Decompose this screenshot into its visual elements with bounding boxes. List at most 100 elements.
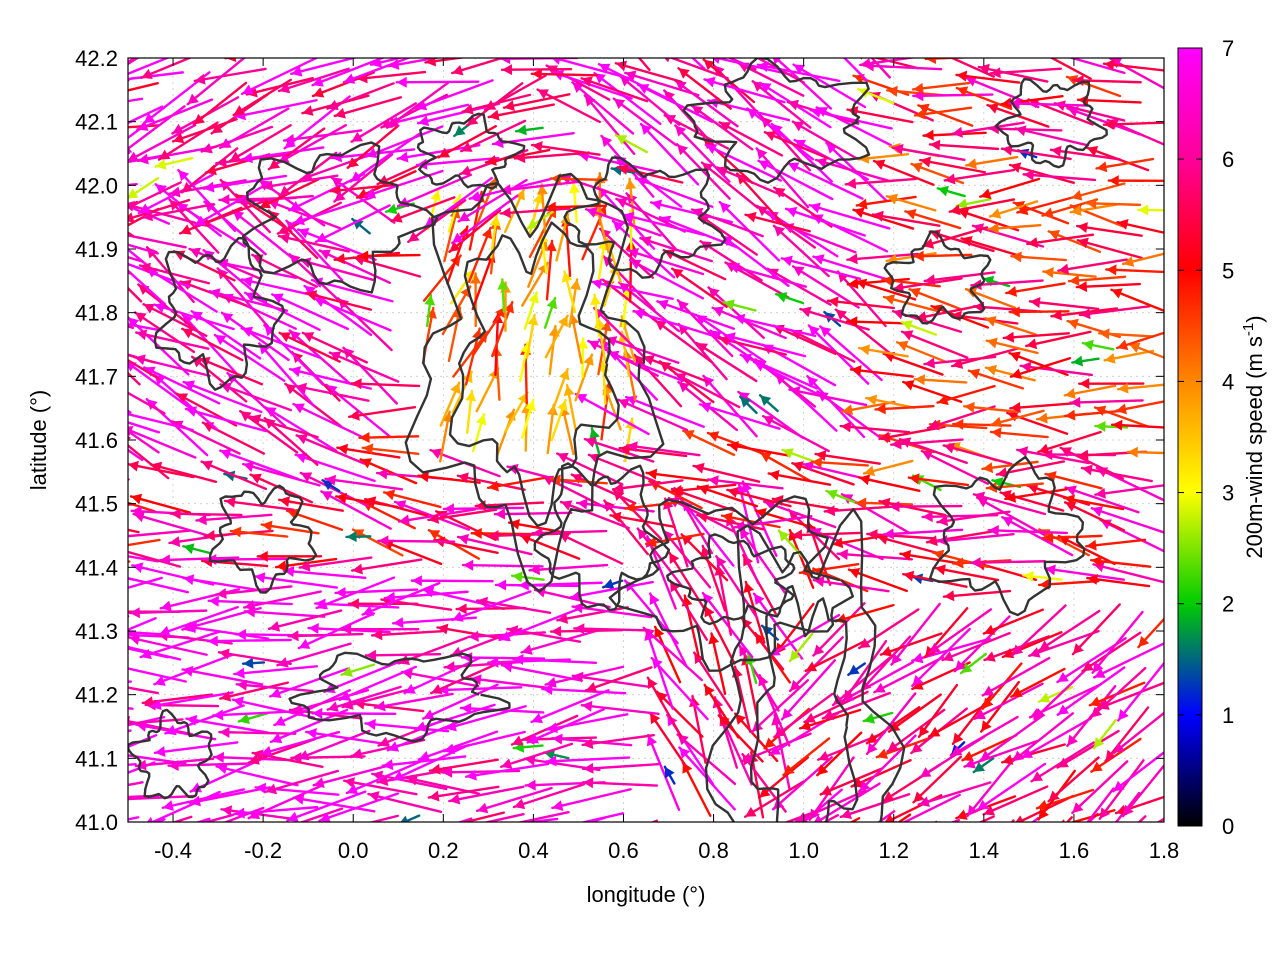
wind-vector (133, 311, 196, 354)
wind-vector (882, 528, 964, 540)
wind-vector (871, 210, 941, 227)
wind-vector (1104, 706, 1150, 763)
wind-vector (218, 107, 290, 150)
wind-vector (1103, 349, 1155, 364)
wind-vector (1037, 609, 1101, 652)
wind-vector (964, 155, 1019, 170)
x-tick-label: -0.2 (244, 838, 282, 863)
wind-vector (410, 575, 494, 587)
wind-vector (921, 226, 989, 249)
wind-vector (1081, 631, 1142, 673)
wind-vector (1092, 718, 1117, 750)
wind-vector (989, 67, 1063, 79)
wind-vector (858, 608, 920, 650)
colorbar-label-end: ) (1242, 315, 1267, 322)
wind-vector (153, 741, 239, 758)
x-tick-label: 0.6 (608, 838, 639, 863)
wind-vector (311, 707, 397, 719)
wind-vector (798, 31, 861, 54)
wind-vector (523, 291, 539, 330)
wind-vector (590, 293, 602, 337)
wind-vector (181, 327, 244, 362)
wind-vector (816, 731, 863, 777)
wind-vector (502, 93, 571, 112)
wind-vector (132, 511, 209, 537)
wind-vector (500, 64, 573, 76)
wind-vector (193, 67, 267, 85)
wind-vector (128, 71, 185, 81)
wind-vector (128, 323, 162, 332)
wind-vector (706, 475, 784, 490)
wind-vector (136, 98, 214, 131)
wind-vector (128, 429, 160, 454)
wind-vector (350, 738, 426, 760)
wind-vector (1086, 787, 1115, 822)
wind-vector (738, 395, 758, 415)
wind-vector (545, 239, 557, 301)
wind-vector (551, 24, 624, 54)
wind-vector (298, 556, 373, 572)
wind-vector (370, 629, 444, 641)
wind-vector (328, 351, 400, 383)
wind-vector (271, 293, 349, 331)
wind-vector (347, 405, 417, 421)
wind-vector (955, 198, 992, 210)
wind-vector (972, 757, 995, 774)
wind-vector (897, 813, 912, 822)
wind-vector (208, 288, 289, 312)
wind-vector (581, 24, 660, 53)
terrain-contour (704, 508, 906, 822)
wind-vector (1093, 642, 1164, 679)
wind-vector (536, 183, 548, 235)
terrain-contour (928, 455, 1086, 617)
wind-vector (873, 656, 945, 694)
wind-vector (722, 299, 757, 312)
wind-vector (644, 532, 705, 548)
x-axis-ticks: -0.4 -0.2 0.0 0.2 0.4 0.6 0.8 1.0 1.2 1.4 1.6 1.8 (154, 58, 1179, 863)
wind-vector (549, 625, 624, 637)
wind-vector (568, 181, 580, 224)
wind-vector (550, 398, 568, 442)
wind-vector (128, 262, 191, 288)
wind-vector (933, 564, 1000, 582)
wind-vector (1057, 534, 1116, 566)
wind-vector (617, 398, 689, 432)
wind-vector (521, 398, 536, 439)
wind-vector (499, 207, 571, 219)
wind-vector (1098, 328, 1155, 340)
wind-vector (689, 695, 707, 764)
wind-vector (439, 381, 461, 427)
wind-vector (1008, 98, 1090, 110)
wind-vector (582, 762, 660, 774)
wind-vector (357, 250, 421, 262)
wind-vector (1011, 712, 1074, 763)
wind-vector (486, 476, 548, 492)
wind-vector (1019, 361, 1094, 377)
wind-vector (339, 623, 420, 635)
wind-vector (1075, 222, 1143, 237)
wind-vector (786, 99, 860, 125)
wind-vector (128, 421, 161, 434)
wind-vector (364, 649, 442, 661)
wind-vector (819, 767, 883, 796)
wind-vector (611, 219, 676, 279)
wind-vector (436, 623, 506, 640)
wind-vector (128, 123, 197, 163)
wind-vector (969, 557, 1047, 569)
wind-vector (865, 394, 916, 409)
wind-vector (704, 143, 782, 182)
wind-vector (224, 58, 237, 62)
wind-vector (626, 248, 705, 276)
y-tick-label: 42.0 (75, 173, 118, 198)
wind-vector (403, 656, 481, 695)
y-tick-label: 41.0 (75, 810, 118, 835)
wind-vector (1090, 506, 1164, 534)
wind-vector (213, 333, 286, 382)
wind-vector (1035, 788, 1095, 811)
wind-vector (645, 468, 709, 482)
wind-vector (154, 156, 194, 170)
terrain-contour (416, 112, 526, 190)
wind-vector (809, 107, 893, 130)
wind-vector (472, 413, 487, 453)
wind-vector (614, 134, 648, 154)
